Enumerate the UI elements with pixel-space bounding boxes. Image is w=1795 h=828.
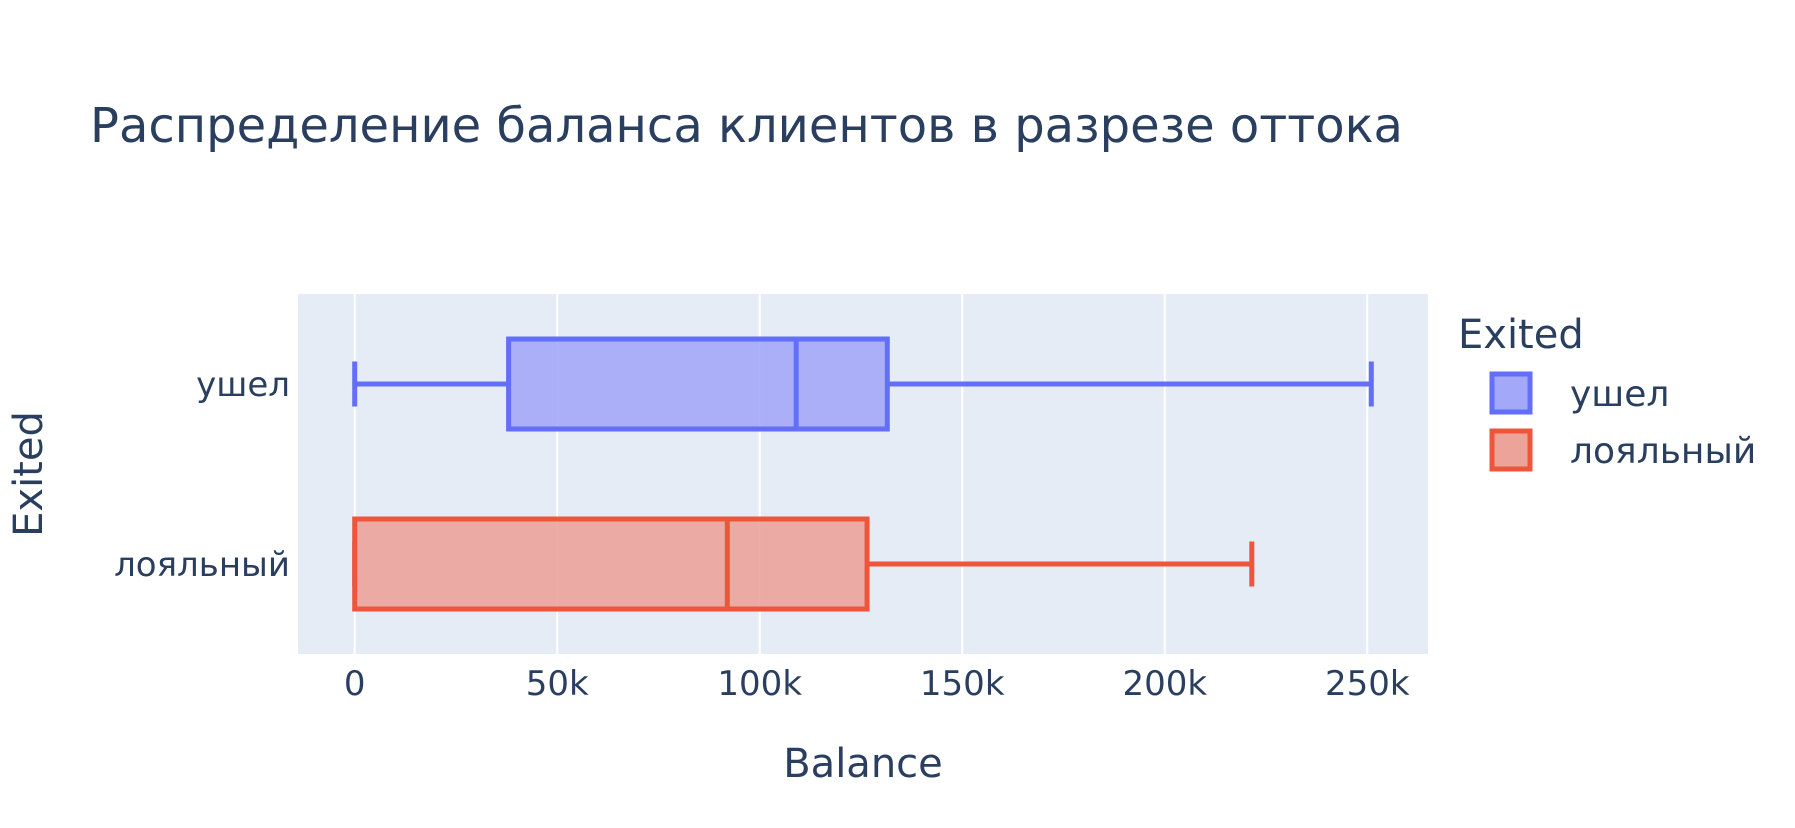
x-tick-label: 100k (717, 664, 802, 704)
legend-item[interactable]: лояльный (1489, 428, 1756, 472)
box-trace[interactable] (352, 336, 1374, 432)
y-tick-labels: ушел лояльный (114, 365, 290, 585)
legend-title: Exited (1458, 312, 1584, 358)
x-tick-label: 150k (920, 664, 1005, 704)
x-tick-label: 200k (1122, 664, 1207, 704)
x-tick-label: 50k (526, 664, 589, 704)
chart-title: Распределение баланса клиентов в разрезе… (90, 98, 1403, 154)
box-traces (352, 336, 1374, 612)
box (352, 516, 870, 612)
x-tick-label: 0 (344, 664, 366, 704)
y-tick-label: ушел (196, 365, 290, 405)
y-axis-title: Exited (6, 411, 52, 537)
legend-swatch (1489, 371, 1533, 415)
legend-item[interactable]: ушел (1489, 371, 1669, 415)
legend-swatch (1489, 428, 1533, 472)
legend-label: ушел (1570, 374, 1669, 415)
box-trace[interactable] (352, 516, 1255, 612)
y-tick-label: лояльный (114, 545, 290, 585)
box (506, 336, 890, 432)
x-tick-label: 250k (1325, 664, 1410, 704)
x-tick-labels: 0 50k 100k 150k 200k 250k (344, 664, 1410, 704)
x-axis-title: Balance (783, 741, 943, 787)
legend-label: лояльный (1570, 431, 1756, 472)
legend: Exited ушел лояльный (1458, 312, 1756, 472)
